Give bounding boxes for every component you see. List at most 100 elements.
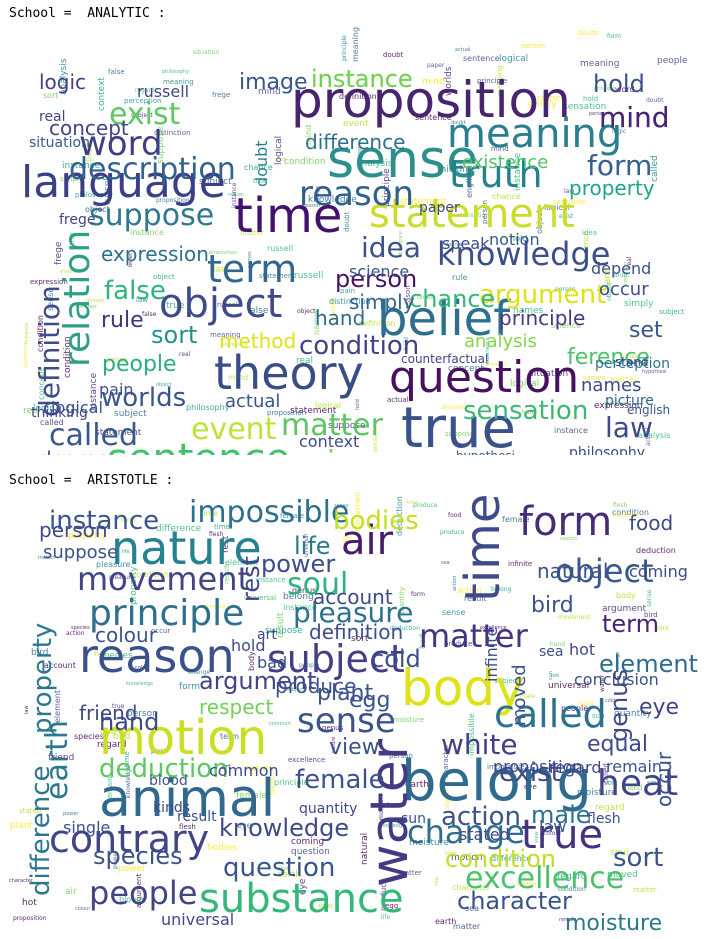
filler-word: chance (492, 192, 521, 201)
cloud-word: situation (29, 135, 90, 151)
cloud-word: instance (311, 65, 413, 93)
cloud-word: reason (79, 629, 235, 683)
filler-word: distinction (329, 297, 371, 306)
cloud-word: science (349, 262, 409, 281)
cloud-word: body (401, 659, 525, 717)
cloud-word: person (39, 518, 108, 542)
filler-word: doubt (612, 272, 630, 279)
filler-word: body (247, 651, 256, 671)
filler-word: subject (114, 409, 147, 419)
filler-word: hand (522, 409, 537, 416)
filler-word: element (225, 558, 258, 567)
cloud-word: word (79, 124, 163, 164)
cloud-word: friend (79, 701, 138, 725)
filler-word: life (122, 549, 130, 555)
filler-word: mind (258, 87, 281, 97)
filler-word: knowledge (125, 765, 132, 798)
filler-word: answer (79, 304, 98, 310)
filler-word: life (381, 914, 390, 921)
cloud-word: suppose (43, 542, 118, 563)
filler-word: principle (477, 77, 507, 85)
filler-word: genus (292, 586, 316, 595)
filler-word: suppose (265, 626, 303, 636)
filler-word: earth (277, 870, 301, 880)
filler-word: hold (355, 399, 361, 410)
filler-word: doubt (383, 51, 404, 59)
filler-word: suppose (445, 430, 474, 438)
filler-word: called (623, 354, 638, 360)
cloud-word: matter (419, 617, 529, 655)
cloud-word: regard (549, 758, 601, 777)
filler-word: soul (610, 848, 628, 858)
cloud-word: logical (51, 398, 103, 417)
filler-word: logical (274, 136, 284, 165)
filler-word: thinking (437, 165, 474, 175)
filler-word: logic (612, 128, 626, 135)
filler-word: real (296, 356, 313, 366)
cloud-word: idea (361, 231, 421, 264)
filler-word: real (23, 406, 40, 416)
filler-word: remain (559, 917, 577, 923)
filler-word: hand (603, 267, 613, 290)
filler-word: knowledge (378, 823, 405, 829)
filler-word: sentence (463, 54, 500, 63)
filler-word: science (532, 94, 566, 104)
filler-word: air (65, 887, 77, 897)
filler-word: term (268, 776, 277, 795)
filler-word: difference (156, 524, 202, 534)
cloud-word: experience (501, 449, 656, 455)
cloud-word: moisture (565, 911, 662, 932)
filler-word: sensation (460, 212, 489, 219)
cloud-word: meaning (447, 111, 622, 157)
filler-word: logical (510, 379, 539, 389)
cloud-word: time (455, 494, 511, 602)
filler-word: instance (283, 603, 317, 612)
filler-word: paper (427, 62, 445, 69)
filler-word: russell (103, 176, 113, 205)
filler-word: meaning (496, 65, 504, 96)
filler-word: actual (387, 396, 409, 404)
filler-word: frege (315, 186, 321, 199)
cloud-word: truth (449, 152, 543, 196)
filler-word: difference (491, 854, 531, 863)
filler-word: sense (646, 589, 653, 607)
cloud-word: conclusion (574, 670, 659, 689)
cloud-word: term (602, 610, 659, 638)
cloud-word: argument (199, 667, 316, 695)
filler-word: sensation (553, 198, 587, 206)
cloud-word: mind (599, 101, 670, 134)
filler-word: property (129, 566, 139, 605)
word-cloud-aristotle-canvas: account term person power principle bad proper… (9, 492, 698, 932)
filler-word: matter (398, 869, 422, 877)
filler-word: law (136, 296, 148, 304)
cloud-word: subject (267, 637, 405, 681)
cloud-word: hand (99, 708, 159, 736)
filler-word: friend (622, 784, 642, 792)
cloud-word: simply (349, 290, 415, 314)
filler-word: blood (119, 895, 141, 904)
cloud-word: person (335, 265, 417, 293)
filler-word: nature (245, 764, 275, 774)
filler-word: statement (290, 406, 337, 416)
filler-word: stated (19, 807, 41, 815)
filler-word: instance (130, 228, 164, 237)
cloud-word: hot (569, 640, 595, 659)
filler-word: cold (605, 698, 615, 704)
filler-word: people (299, 662, 320, 669)
filler-word: argument (602, 604, 646, 614)
filler-word: action (66, 630, 85, 637)
filler-word: condition (132, 570, 169, 579)
filler-word: moved (607, 870, 638, 880)
cloud-word: contrary (49, 817, 209, 861)
cloud-word: description (69, 152, 236, 187)
cloud-word: excellence (465, 861, 624, 896)
filler-word: sentence (415, 113, 452, 122)
filler-word: pleasure (96, 560, 130, 569)
filler-word: bodies (207, 843, 237, 853)
filler-word: object (153, 273, 175, 281)
filler-word: called (650, 155, 660, 182)
filler-word: simply (527, 100, 557, 110)
cloud-word: reason (299, 174, 414, 214)
cloud-word: difference (26, 765, 56, 896)
cloud-word: pain (99, 380, 134, 399)
